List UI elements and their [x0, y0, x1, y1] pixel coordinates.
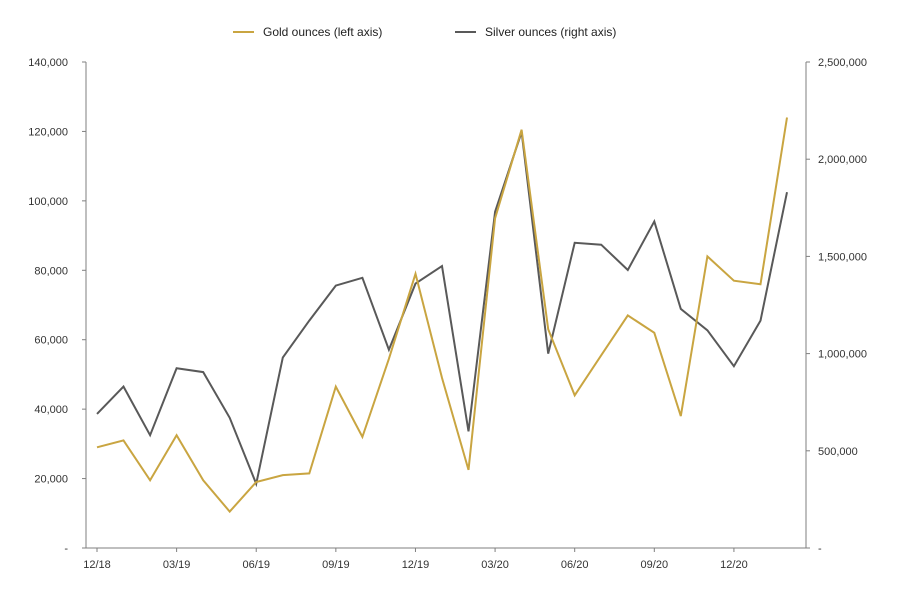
x-tick-label: 12/20: [720, 559, 748, 571]
left-y-tick-label: 140,000: [28, 57, 68, 69]
legend: Gold ounces (left axis) Silver ounces (r…: [233, 25, 616, 39]
legend-label-silver: Silver ounces (right axis): [485, 25, 616, 39]
right-y-tick-label: 1,500,000: [818, 251, 867, 263]
right-y-tick-label: -: [818, 543, 822, 555]
right-y-tick-label: 500,000: [818, 446, 858, 458]
x-tick-label: 06/20: [561, 559, 589, 571]
x-tick-label: 12/19: [402, 559, 430, 571]
x-tick-label: 09/20: [641, 559, 669, 571]
left-y-tick-label: 60,000: [34, 335, 68, 347]
x-tick-label: 03/20: [481, 559, 509, 571]
left-y-tick-label: 40,000: [34, 404, 68, 416]
x-tick-label: 03/19: [163, 559, 191, 571]
left-y-tick-label: 80,000: [34, 265, 68, 277]
left-y-tick-label: 20,000: [34, 474, 68, 486]
legend-label-gold: Gold ounces (left axis): [263, 25, 382, 39]
axes: - 20,000 40,000 60,000 80,000 100,000 120,000 1…: [28, 57, 867, 571]
plot-area: [96, 117, 788, 514]
series-line-silver: [96, 131, 788, 488]
x-tick-label: 12/18: [83, 559, 111, 571]
right-y-tick-label: 2,500,000: [818, 57, 867, 69]
left-y-tick-label: 100,000: [28, 196, 68, 208]
left-y-tick-label: -: [64, 543, 68, 555]
series-line-gold: [96, 117, 788, 514]
right-y-tick-label: 2,000,000: [818, 154, 867, 166]
right-y-tick-label: 1,000,000: [818, 349, 867, 361]
x-tick-label: 09/19: [322, 559, 350, 571]
x-tick-label: 06/19: [242, 559, 270, 571]
left-y-tick-label: 120,000: [28, 126, 68, 138]
